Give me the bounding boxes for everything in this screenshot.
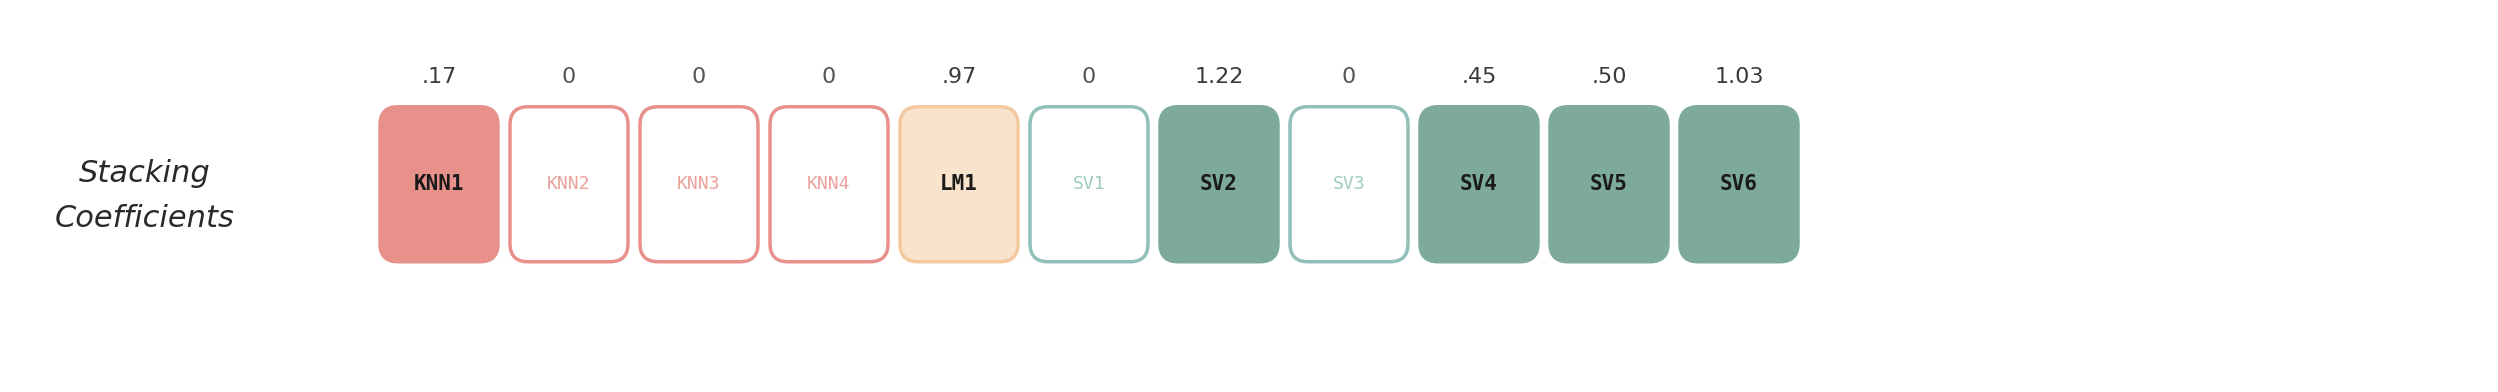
FancyBboxPatch shape [380,107,497,262]
Text: 0: 0 [1082,67,1097,87]
Text: KNN4: KNN4 [807,175,852,193]
Text: 0: 0 [822,67,837,87]
Text: .17: .17 [422,67,457,87]
Text: SV6: SV6 [1721,174,1759,194]
Text: Stacking
Coefficients: Stacking Coefficients [55,159,235,233]
Text: SV5: SV5 [1591,174,1629,194]
Text: .97: .97 [942,67,977,87]
Text: 1.03: 1.03 [1714,67,1764,87]
Text: LM1: LM1 [939,174,977,194]
Text: SV3: SV3 [1334,175,1366,193]
FancyBboxPatch shape [1681,107,1799,262]
FancyBboxPatch shape [1159,107,1279,262]
Text: KNN2: KNN2 [547,175,590,193]
Text: KNN1: KNN1 [415,174,465,194]
Text: 0: 0 [1341,67,1356,87]
FancyBboxPatch shape [1549,107,1669,262]
Text: SV2: SV2 [1199,174,1239,194]
Text: 0: 0 [562,67,577,87]
Text: SV4: SV4 [1459,174,1499,194]
FancyBboxPatch shape [1029,107,1149,262]
FancyBboxPatch shape [510,107,627,262]
Text: SV1: SV1 [1072,175,1104,193]
FancyBboxPatch shape [1289,107,1409,262]
FancyBboxPatch shape [769,107,887,262]
FancyBboxPatch shape [1419,107,1539,262]
FancyBboxPatch shape [639,107,757,262]
Text: 1.22: 1.22 [1194,67,1244,87]
Text: .45: .45 [1461,67,1496,87]
FancyBboxPatch shape [899,107,1019,262]
Text: KNN3: KNN3 [677,175,722,193]
Text: .50: .50 [1591,67,1626,87]
Text: 0: 0 [692,67,707,87]
